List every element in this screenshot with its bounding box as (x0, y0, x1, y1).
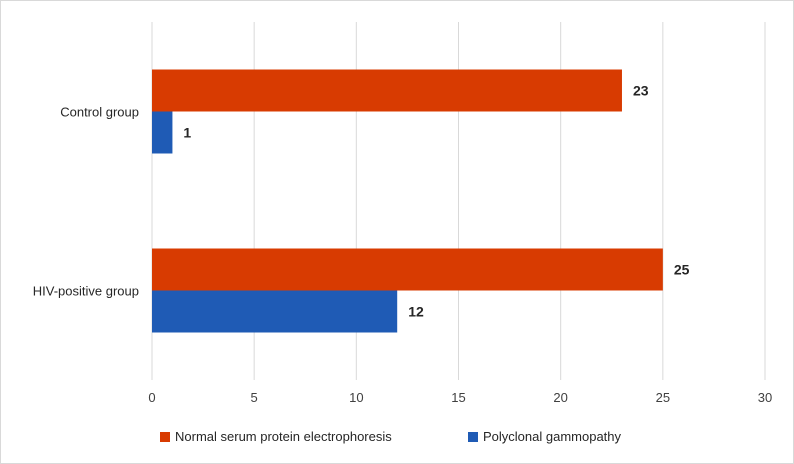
legend-label: Normal serum protein electrophoresis (175, 429, 392, 444)
data-label: 1 (183, 125, 191, 141)
axis-labels: 0 5 10 15 20 25 30 Control group HIV-positive gr… (33, 105, 772, 406)
bars: 23 1 25 12 (152, 69, 690, 333)
data-label: 23 (633, 83, 649, 99)
bar-polyclonal-1 (152, 290, 398, 333)
bar-normal-1 (152, 248, 663, 291)
x-tick-label: 5 (251, 390, 258, 405)
legend: Normal serum protein electrophoresis Poly… (160, 429, 622, 444)
x-tick-label: 30 (758, 390, 772, 405)
category-label: Control group (60, 105, 139, 120)
x-tick-label: 0 (148, 390, 155, 405)
bar-normal-0 (152, 69, 622, 112)
x-tick-label: 20 (553, 390, 567, 405)
data-label: 25 (674, 262, 690, 278)
legend-label: Polyclonal gammopathy (483, 429, 622, 444)
legend-swatch-1 (468, 432, 478, 442)
x-tick-label: 10 (349, 390, 363, 405)
x-tick-label: 15 (451, 390, 465, 405)
legend-swatch-0 (160, 432, 170, 442)
data-label: 12 (408, 304, 424, 320)
x-tick-label: 25 (656, 390, 670, 405)
bar-polyclonal-0 (152, 111, 173, 154)
category-label: HIV-positive group (33, 284, 139, 299)
